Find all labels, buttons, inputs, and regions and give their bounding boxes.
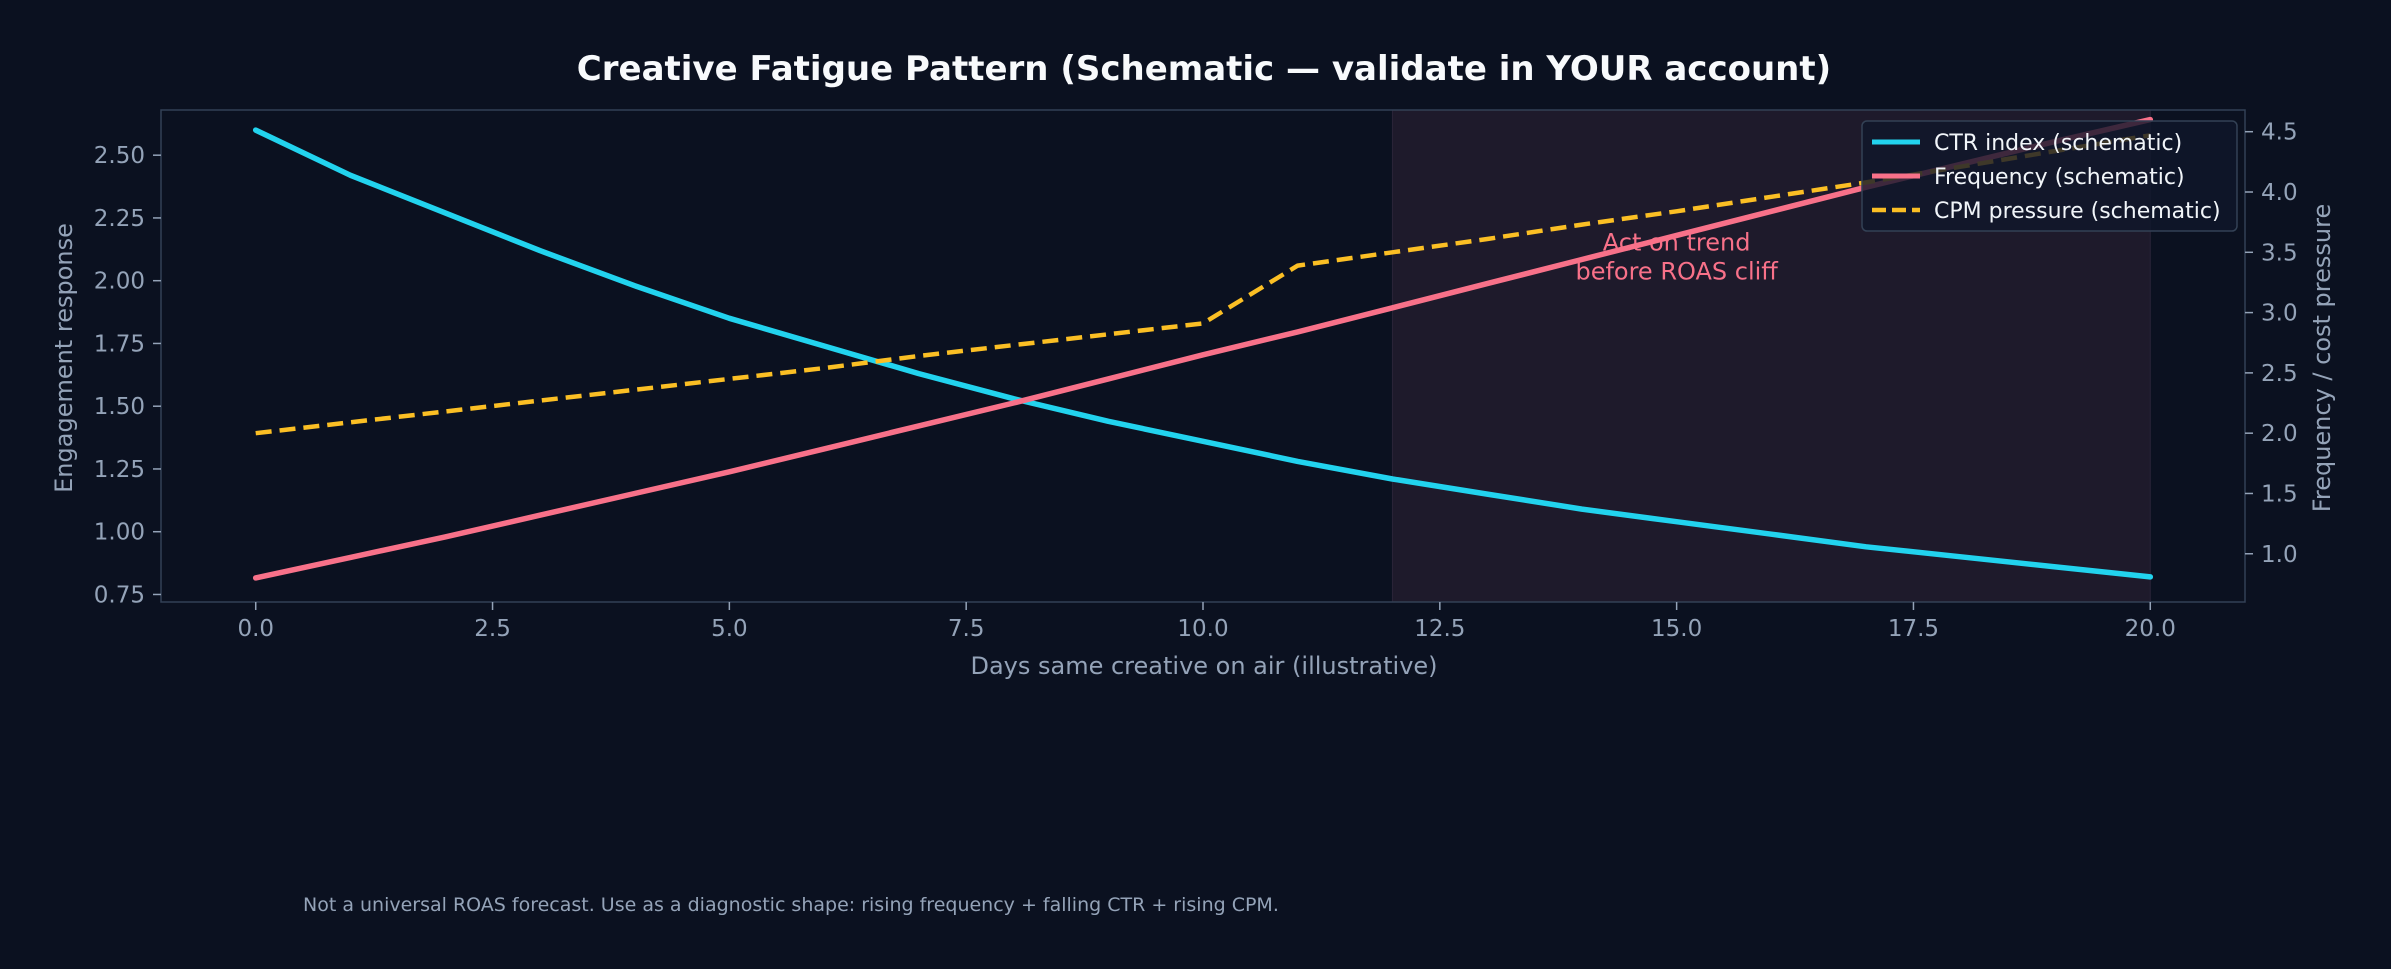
y-right-tick-label: 2.0 [2261, 421, 2298, 447]
legend-label: CTR index (schematic) [1934, 131, 2182, 156]
x-tick-label: 0.0 [237, 616, 274, 642]
y-right-tick-label: 1.5 [2261, 481, 2298, 507]
y-left-tick-label: 0.75 [94, 582, 145, 608]
x-tick-label: 12.5 [1414, 616, 1465, 642]
y-left-tick-label: 2.00 [94, 269, 145, 295]
legend: CTR index (schematic) Frequency (schemati… [1861, 120, 2238, 232]
x-tick-label: 5.0 [711, 616, 748, 642]
y-left-tick-label: 1.75 [94, 331, 145, 357]
y-right-tick-label: 3.5 [2261, 240, 2298, 266]
y-left-tick-label: 1.25 [94, 457, 145, 483]
footnote: Not a universal ROAS forecast. Use as a … [303, 894, 1279, 916]
y-left-tick-label: 1.50 [94, 394, 145, 420]
y-right-tick-label: 4.0 [2261, 180, 2298, 206]
x-tick-label: 7.5 [948, 616, 985, 642]
y-right-tick-label: 4.5 [2261, 120, 2298, 146]
y-right-tick-label: 3.0 [2261, 301, 2298, 327]
x-tick-label: 10.0 [1177, 616, 1228, 642]
y-left-tick-label: 2.50 [94, 143, 145, 169]
legend-box [1861, 120, 2238, 232]
y-right-tick-label: 2.5 [2261, 361, 2298, 387]
x-tick-label: 2.5 [474, 616, 511, 642]
y-axis-right-label: Frequency / cost pressure [2308, 204, 2336, 512]
annotation-line: Act on trend [1603, 228, 1751, 256]
ctr-line [252, 127, 2154, 580]
x-axis-label: Days same creative on air (illustrative) [970, 652, 1437, 680]
frequency-line [252, 116, 2154, 581]
y-axis-left-label: Engagement response [50, 223, 78, 493]
legend-label: Frequency (schematic) [1934, 165, 2185, 190]
chart-title: Creative Fatigue Pattern (Schematic — va… [577, 49, 1831, 89]
x-tick-label: 17.5 [1888, 616, 1939, 642]
y-left-tick-label: 2.25 [94, 206, 145, 232]
annotation-line: before ROAS cliff [1575, 257, 1778, 285]
y-left-tick-label: 1.00 [94, 520, 145, 546]
plot-area: 0.0 2.5 5.0 7.5 10.0 12.5 15.0 17.5 20.0 0.75 1.00… [94, 109, 2298, 642]
x-tick-label: 20.0 [2125, 616, 2176, 642]
cpm-line [255, 133, 2151, 436]
x-tick-label: 15.0 [1651, 616, 1702, 642]
y-right-tick-label: 1.0 [2261, 542, 2298, 568]
legend-label: CPM pressure (schematic) [1934, 199, 2221, 224]
annotation-text: Act on trend before ROAS cliff [1575, 228, 1778, 285]
